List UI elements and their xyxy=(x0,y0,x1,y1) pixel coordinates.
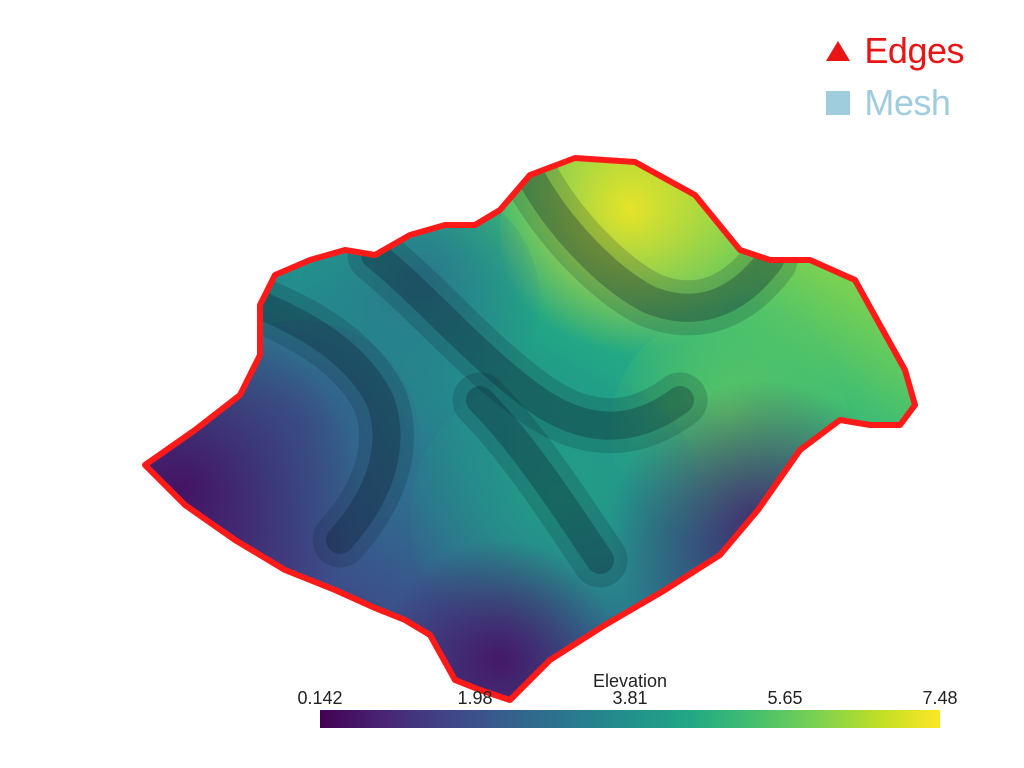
chart-stage: Edges Mesh Elevation 0.1421.983.815.657.… xyxy=(0,0,1024,768)
colorbar: Elevation 0.1421.983.815.657.48 xyxy=(320,710,940,728)
legend-label-mesh: Mesh xyxy=(864,82,950,124)
legend-item-edges: Edges xyxy=(826,30,964,72)
legend: Edges Mesh xyxy=(826,30,964,124)
colorbar-tick: 0.142 xyxy=(297,688,342,709)
colorbar-tick: 3.81 xyxy=(612,688,647,709)
colorbar-tick: 7.48 xyxy=(922,688,957,709)
colorbar-gradient xyxy=(320,710,940,728)
square-icon xyxy=(826,91,850,115)
triangle-icon xyxy=(826,41,850,61)
legend-item-mesh: Mesh xyxy=(826,82,964,124)
colorbar-ticks: 0.1421.983.815.657.48 xyxy=(320,688,940,706)
legend-label-edges: Edges xyxy=(864,30,964,72)
colorbar-tick: 1.98 xyxy=(457,688,492,709)
colorbar-tick: 5.65 xyxy=(767,688,802,709)
